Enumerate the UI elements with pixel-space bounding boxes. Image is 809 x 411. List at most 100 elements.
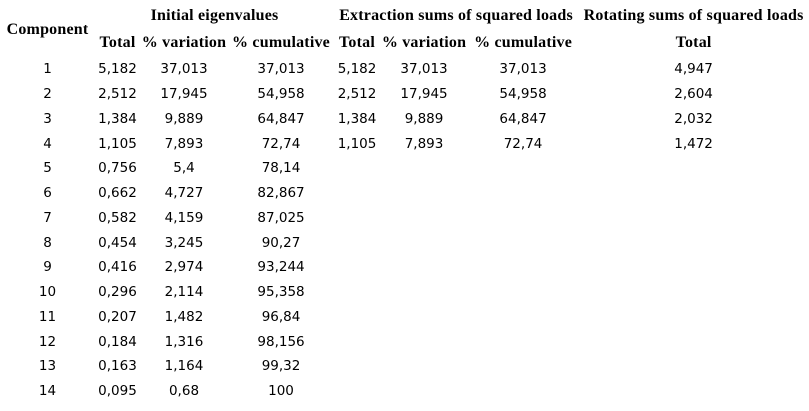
component-cell: 14 xyxy=(38,383,57,400)
table-row: 12 0,184 1,316 98,156 xyxy=(0,329,809,354)
component-cell: 7 xyxy=(43,209,52,226)
value-cell xyxy=(380,329,468,354)
value-cell: 0,68 xyxy=(168,383,200,400)
value-cell xyxy=(380,354,468,379)
value-cell: 1,472 xyxy=(674,135,713,152)
value-cell: 37,013 xyxy=(160,61,208,78)
table-row: 10 0,296 2,114 95,358 xyxy=(0,280,809,305)
value-cell: 1,384 xyxy=(98,110,137,127)
value-cell xyxy=(578,329,809,354)
subcolumn-header-row: Total % variation % cumulative Total % v… xyxy=(0,29,809,57)
value-cell xyxy=(334,305,380,330)
value-cell xyxy=(578,379,809,404)
value-cell: 0,207 xyxy=(98,308,137,325)
value-cell xyxy=(578,156,809,181)
value-cell xyxy=(578,255,809,280)
value-cell: 1,316 xyxy=(164,333,204,350)
component-cell: 10 xyxy=(38,284,57,301)
value-cell: 37,013 xyxy=(499,61,547,78)
value-cell xyxy=(468,280,578,305)
value-cell: 95,358 xyxy=(257,284,305,301)
value-cell: 0,163 xyxy=(98,358,137,375)
subheader-initial-cumulative: % cumulative xyxy=(232,34,330,51)
value-cell: 72,74 xyxy=(503,135,543,152)
value-cell: 2,114 xyxy=(164,284,204,301)
value-cell: 7,893 xyxy=(404,135,444,152)
value-cell: 64,847 xyxy=(257,110,305,127)
value-cell: 4,947 xyxy=(674,61,713,78)
value-cell xyxy=(334,230,380,255)
value-cell: 99,32 xyxy=(261,358,301,375)
total-variance-explained-table: Component Initial eigenvalues Extraction… xyxy=(0,3,809,404)
value-cell xyxy=(380,305,468,330)
value-cell: 1,384 xyxy=(337,110,377,127)
component-cell: 1 xyxy=(43,61,52,78)
value-cell xyxy=(334,255,380,280)
value-cell xyxy=(578,230,809,255)
value-cell: 2,512 xyxy=(337,86,377,103)
value-cell xyxy=(334,329,380,354)
column-header-component: Component xyxy=(6,21,89,38)
value-cell: 87,025 xyxy=(257,209,305,226)
value-cell xyxy=(468,181,578,206)
component-cell: 6 xyxy=(43,185,52,202)
value-cell xyxy=(380,156,468,181)
value-cell: 98,156 xyxy=(257,333,305,350)
group-header-row: Component Initial eigenvalues Extraction… xyxy=(0,3,809,38)
group-header-rotating-sums: Rotating sums of squared loads xyxy=(583,7,804,24)
value-cell: 93,244 xyxy=(257,259,305,276)
value-cell: 2,512 xyxy=(98,86,137,103)
value-cell: 37,013 xyxy=(257,61,305,78)
value-cell: 1,164 xyxy=(164,358,204,375)
value-cell: 7,893 xyxy=(164,135,204,152)
value-cell xyxy=(468,230,578,255)
value-cell: 5,182 xyxy=(98,61,137,78)
table-row: 2 2,512 17,945 54,958 2,512 17,945 54,958 2,604 xyxy=(0,82,809,107)
subheader-initial-variation: % variation xyxy=(141,34,227,51)
value-cell: 1,105 xyxy=(98,135,137,152)
value-cell xyxy=(578,354,809,379)
value-cell: 78,14 xyxy=(261,160,301,177)
value-cell xyxy=(468,156,578,181)
table-row: 5 0,756 5,4 78,14 xyxy=(0,156,809,181)
table-row: 4 1,105 7,893 72,74 1,105 7,893 72,74 1,472 xyxy=(0,131,809,156)
group-header-initial-eigenvalues: Initial eigenvalues xyxy=(150,7,279,24)
value-cell xyxy=(468,255,578,280)
value-cell xyxy=(334,280,380,305)
component-cell: 9 xyxy=(43,259,52,276)
subheader-initial-total: Total xyxy=(99,34,136,51)
value-cell xyxy=(380,206,468,231)
value-cell xyxy=(578,280,809,305)
component-cell: 4 xyxy=(43,135,52,152)
value-cell xyxy=(334,181,380,206)
subheader-extraction-total: Total xyxy=(339,34,376,51)
value-cell: 5,4 xyxy=(173,160,195,177)
value-cell: 2,974 xyxy=(164,259,204,276)
subheader-extraction-variation: % variation xyxy=(381,34,467,51)
component-cell: 2 xyxy=(43,86,52,103)
table-row: 9 0,416 2,974 93,244 xyxy=(0,255,809,280)
table-row: 1 5,182 37,013 37,013 5,182 37,013 37,013 4,947 xyxy=(0,57,809,82)
value-cell xyxy=(468,379,578,404)
table-body: 1 5,182 37,013 37,013 5,182 37,013 37,013 4,947… xyxy=(0,57,809,404)
value-cell xyxy=(578,206,809,231)
value-cell xyxy=(468,354,578,379)
subheader-extraction-cumulative: % cumulative xyxy=(474,34,573,51)
value-cell: 1,105 xyxy=(337,135,377,152)
value-cell xyxy=(380,379,468,404)
table-row: 14 0,095 0,68 100 xyxy=(0,379,809,404)
value-cell: 17,945 xyxy=(400,86,448,103)
component-cell: 5 xyxy=(43,160,52,177)
value-cell xyxy=(334,354,380,379)
value-cell: 0,184 xyxy=(98,333,137,350)
value-cell: 1,482 xyxy=(164,308,204,325)
value-cell: 96,84 xyxy=(261,308,301,325)
table-header: Component Initial eigenvalues Extraction… xyxy=(0,3,809,57)
value-cell: 82,867 xyxy=(257,185,305,202)
value-cell xyxy=(468,305,578,330)
table-row: 3 1,384 9,889 64,847 1,384 9,889 64,847 2,032 xyxy=(0,107,809,132)
value-cell: 0,756 xyxy=(98,160,137,177)
value-cell xyxy=(334,156,380,181)
group-header-extraction-sums: Extraction sums of squared loads xyxy=(339,7,573,24)
value-cell: 72,74 xyxy=(261,135,301,152)
